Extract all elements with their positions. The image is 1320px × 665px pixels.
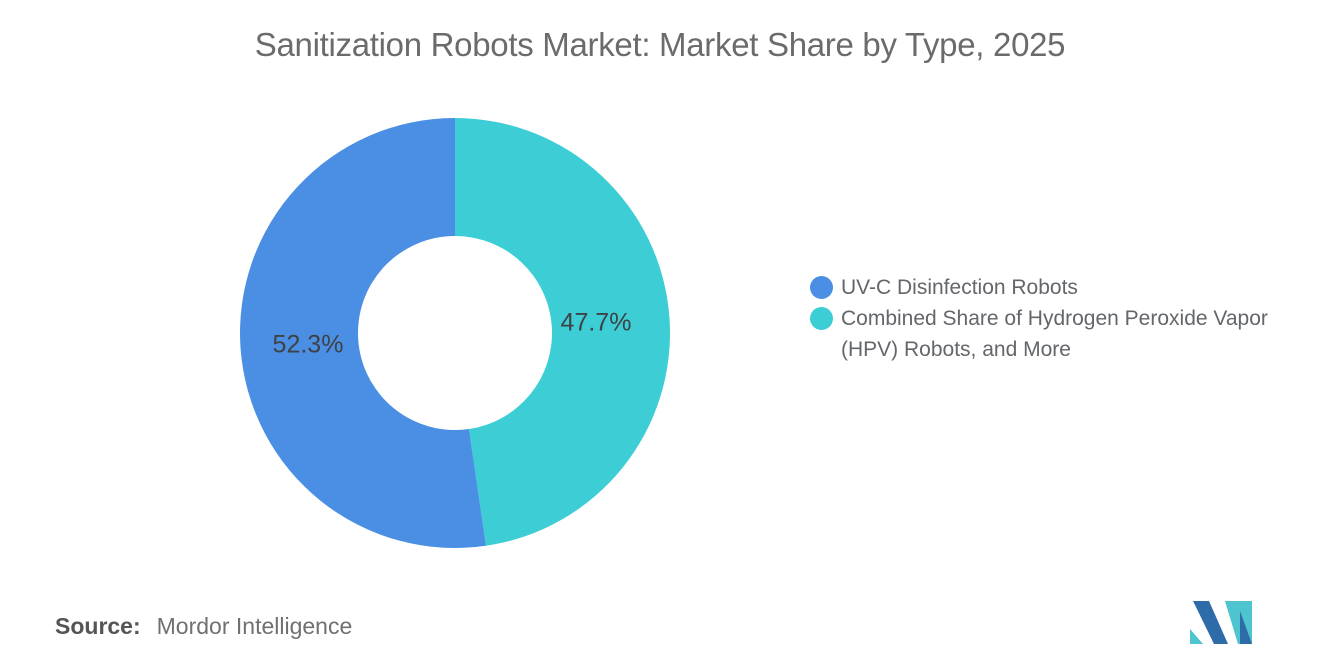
legend-label-uvc: UV-C Disinfection Robots <box>841 276 1078 299</box>
donut-chart: 52.3% 47.7% <box>235 113 675 553</box>
slice-label-hpv: 47.7% <box>560 308 632 337</box>
source-line: Source: Mordor Intelligence <box>55 612 352 640</box>
legend-marker-uvc-icon <box>810 276 833 299</box>
legend-marker-hpv-icon <box>810 307 833 330</box>
logo-shape-blue-triangle <box>1240 611 1252 644</box>
donut-svg <box>240 118 671 548</box>
source-label: Source: <box>55 613 141 639</box>
legend-item-uvc[interactable]: UV-C Disinfection Robots <box>810 272 1311 303</box>
legend-dot <box>810 276 833 299</box>
legend-dot <box>810 307 833 330</box>
source-value: Mordor Intelligence <box>156 613 353 639</box>
logo-shape-teal-left <box>1190 629 1203 644</box>
legend: UV-C Disinfection Robots Combined Share … <box>810 272 1311 365</box>
logo-shape-blue-band <box>1193 601 1228 644</box>
mordor-intelligence-logo <box>1190 601 1252 644</box>
slice-label-uvc: 52.3% <box>272 330 344 359</box>
legend-item-hpv[interactable]: Combined Share of Hydrogen Peroxide Vapo… <box>810 303 1311 365</box>
chart-title: Sanitization Robots Market: Market Share… <box>254 26 1066 63</box>
slice-hpv-robots[interactable] <box>455 118 671 546</box>
slice-uvc-robots[interactable] <box>240 118 486 548</box>
legend-label-hpv: Combined Share of Hydrogen Peroxide Vapo… <box>841 307 1268 361</box>
